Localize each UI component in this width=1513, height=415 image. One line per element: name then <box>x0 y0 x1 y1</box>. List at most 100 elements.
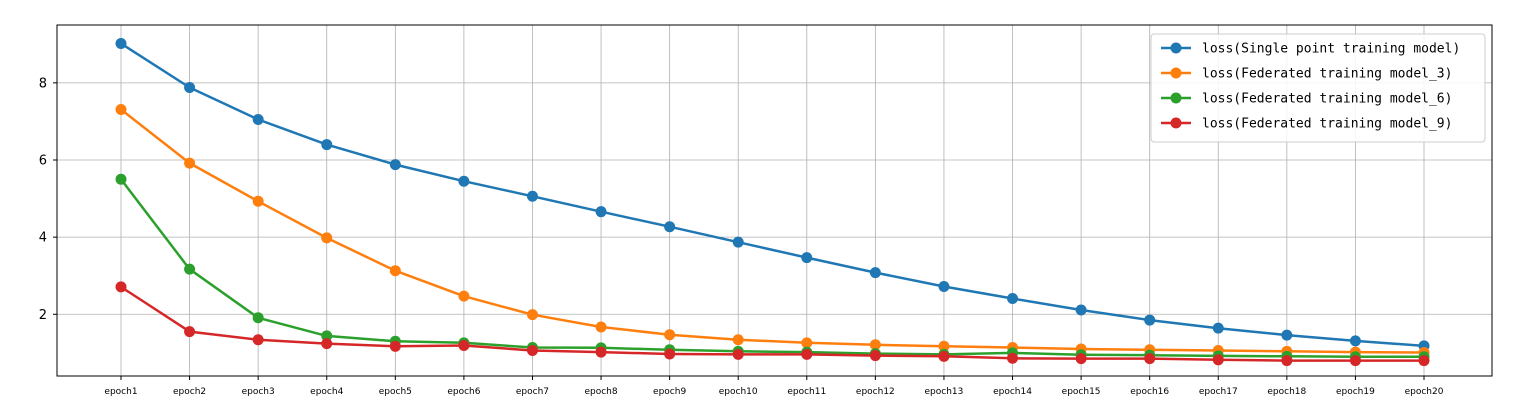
data-point <box>458 340 470 352</box>
legend-label: loss(Federated training model_3) <box>1202 67 1452 82</box>
legend-label: loss(Federated training model_6) <box>1202 92 1452 107</box>
legend-entry: loss(Federated training model_3) <box>1161 67 1452 82</box>
data-point <box>1075 304 1087 316</box>
data-point <box>664 329 676 341</box>
data-point <box>869 267 881 279</box>
data-point <box>732 236 744 248</box>
data-point <box>321 330 333 342</box>
legend-entry: loss(Single point training model) <box>1161 42 1460 57</box>
data-point <box>801 348 813 360</box>
plot-frame <box>56 24 1493 377</box>
legend-marker <box>1170 117 1182 129</box>
legend-entry: loss(Federated training model_9) <box>1161 117 1452 132</box>
legend-label: loss(Federated training model_9) <box>1202 117 1452 132</box>
x-tick-label: epoch14 <box>993 387 1032 397</box>
data-point <box>252 114 264 125</box>
axis-layer: epoch1 epoch2 epoch3 epoch4 epoch5 epoch6 epoc… <box>39 76 1444 397</box>
x-tick-label: epoch2 <box>173 387 206 397</box>
data-point <box>389 340 401 352</box>
series-line <box>120 108 1425 354</box>
x-tick-label: epoch15 <box>1062 387 1101 397</box>
data-point <box>115 103 127 115</box>
data-point <box>321 232 333 244</box>
data-point <box>115 281 127 293</box>
data-point <box>595 206 607 218</box>
series-line <box>120 42 1425 348</box>
x-tick-label: epoch9 <box>653 387 686 397</box>
data-point <box>115 173 127 185</box>
data-point <box>1212 322 1224 334</box>
y-tick-label: 8 <box>39 76 47 91</box>
data-point <box>938 350 950 362</box>
data-point <box>732 348 744 360</box>
data-point <box>1281 329 1293 341</box>
x-tick-label: epoch3 <box>242 387 275 397</box>
data-point <box>938 281 950 293</box>
y-tick-label: 6 <box>39 154 47 169</box>
data-point <box>526 345 538 357</box>
data-point <box>664 348 676 360</box>
legend-marker <box>1170 67 1182 79</box>
data-point <box>389 265 401 277</box>
x-tick-label: epoch1 <box>104 387 137 397</box>
x-tick-label: epoch7 <box>516 387 549 397</box>
data-point <box>595 321 607 333</box>
legend-box <box>1150 33 1486 143</box>
y-tick-label: 4 <box>39 231 47 246</box>
data-point <box>595 346 607 358</box>
data-point <box>115 38 127 50</box>
x-tick-label: epoch17 <box>1199 387 1238 397</box>
x-tick-label: epoch10 <box>719 387 758 397</box>
data-point <box>1144 314 1156 326</box>
data-point <box>938 340 950 352</box>
data-point <box>252 195 264 207</box>
data-point <box>664 221 676 233</box>
series-3 <box>115 173 1430 363</box>
data-point <box>389 159 401 171</box>
data-point <box>1418 355 1430 367</box>
data-point <box>869 339 881 351</box>
x-tick-label: epoch6 <box>447 387 480 397</box>
legend-marker <box>1170 42 1182 54</box>
x-tick-label: epoch19 <box>1336 387 1375 397</box>
x-tick-label: epoch16 <box>1130 387 1169 397</box>
data-point <box>184 157 196 169</box>
data-point <box>869 350 881 362</box>
x-tick-label: epoch12 <box>856 387 895 397</box>
data-point <box>526 190 538 202</box>
data-point <box>801 337 813 349</box>
series-line <box>120 285 1424 362</box>
x-tick-label: epoch4 <box>310 387 343 397</box>
data-point <box>1007 292 1019 304</box>
series-line <box>120 178 1424 358</box>
legend-marker <box>1170 92 1182 104</box>
data-point <box>1281 355 1293 367</box>
x-tick-label: epoch8 <box>584 387 617 397</box>
legend-label: loss(Single point training model) <box>1202 42 1460 57</box>
data-point <box>252 312 264 324</box>
data-point <box>458 290 470 302</box>
data-point <box>321 338 333 350</box>
series-layer <box>115 38 1430 367</box>
data-point <box>1349 335 1361 347</box>
x-tick-label: epoch13 <box>925 387 964 397</box>
grid-layer <box>57 25 1492 376</box>
data-point <box>1144 353 1156 365</box>
x-tick-label: epoch11 <box>787 387 826 397</box>
data-point <box>1075 353 1087 365</box>
data-point <box>526 309 538 321</box>
x-tick-label: epoch18 <box>1267 387 1306 397</box>
data-point <box>1349 355 1361 367</box>
series-1 <box>115 38 1430 352</box>
data-point <box>801 252 813 264</box>
data-point <box>184 263 196 275</box>
legend: loss(Single point training model) loss(Fe… <box>1150 33 1486 143</box>
data-point <box>252 334 264 346</box>
data-point <box>184 326 196 338</box>
data-point <box>321 139 333 151</box>
data-point <box>1007 352 1019 364</box>
series-4 <box>115 281 1430 367</box>
data-point <box>1212 354 1224 366</box>
